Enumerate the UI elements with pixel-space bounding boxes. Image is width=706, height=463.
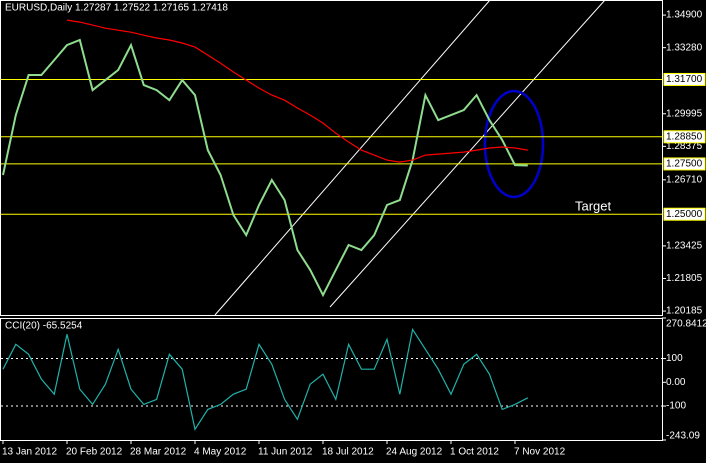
channel-line [329, 0, 606, 308]
x-tick-label: 11 Jun 2012 [258, 447, 313, 458]
level-label: 1.31700 [666, 74, 703, 85]
level-label-box [663, 207, 706, 221]
highlight-ellipse [483, 89, 545, 199]
x-tick-label: 4 May 2012 [194, 447, 247, 458]
chart-title: EURUSD,Daily [5, 3, 72, 14]
cci-title: CCI(20) -65.5254 [5, 321, 83, 332]
y-tick-label: 1.28375 [666, 141, 703, 152]
x-tick-label: 1 Oct 2012 [450, 447, 499, 458]
y-tick-label: 1.20185 [666, 306, 703, 317]
y-tick-label: 1.34900 [666, 10, 703, 21]
channel-line [214, 0, 491, 316]
level-label: 1.28850 [666, 131, 703, 142]
y-tick-label: 100 [666, 353, 683, 364]
level-label-box [663, 130, 706, 144]
level-label-box [663, 72, 706, 86]
y-tick-label: 270.8412 [666, 319, 706, 330]
y-tick-label: 1.29995 [666, 108, 703, 119]
x-tick-label: 24 Aug 2012 [386, 447, 443, 458]
x-tick-label: 28 Mar 2012 [130, 447, 187, 458]
cci-panel-frame [0, 318, 663, 441]
y-tick-label: 1.26710 [666, 174, 703, 185]
y-tick-label: 1.21805 [666, 273, 703, 284]
y-tick-label: 0.00 [666, 377, 686, 388]
series-line [2, 38, 528, 298]
y-tick-label: -100 [666, 401, 686, 412]
price-panel-frame [0, 0, 663, 316]
x-tick-label: 20 Feb 2012 [66, 447, 123, 458]
annotation: Target [575, 198, 612, 213]
series-line [66, 19, 528, 163]
level-label-box [663, 157, 706, 171]
y-tick-label: 1.33280 [666, 42, 703, 53]
series-line [2, 327, 529, 431]
level-label: 1.27500 [666, 159, 703, 170]
ohlc-readout: 1.27287 1.27522 1.27165 1.27418 [75, 3, 228, 14]
y-tick-label: 1.23425 [666, 241, 703, 252]
level-label: 1.25000 [666, 209, 703, 220]
x-tick-label: 7 Nov 2012 [514, 447, 566, 458]
x-tick-label: 18 Jul 2012 [322, 447, 374, 458]
y-tick-label: -243.09 [666, 431, 700, 442]
x-tick-label: 13 Jan 2012 [2, 447, 57, 458]
